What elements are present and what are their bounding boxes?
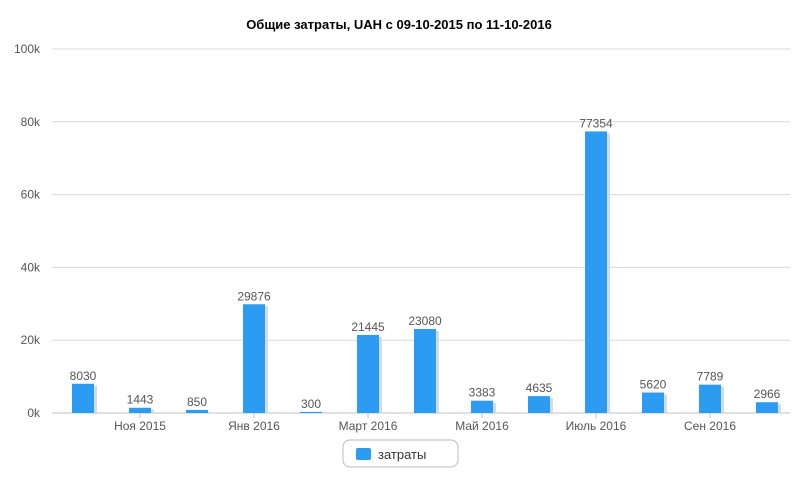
y-tick-label: 60k [21,188,41,202]
bar[interactable] [243,304,268,413]
y-tick-label: 0k [27,406,41,420]
bar-fill[interactable] [471,400,493,413]
data-label-layer: 8030 1443 850 29876 300 21445 23080 3383 4635 773… [70,116,781,410]
x-tick-label: Май 2016 [455,419,509,433]
bar-fill[interactable] [642,392,664,413]
bar[interactable] [699,384,724,413]
x-tick-label: Март 2016 [339,419,398,433]
bar-fill[interactable] [72,383,94,413]
legend[interactable]: затраты [342,439,459,468]
data-label: 29876 [237,289,271,303]
legend-label: затраты [378,447,426,462]
y-axis: 0k 20k 40k 60k 80k 100k [14,42,41,420]
bar[interactable] [585,131,610,413]
y-tick-label: 40k [21,260,41,274]
bar[interactable] [300,411,322,413]
data-label: 77354 [579,116,613,130]
legend-box[interactable] [342,439,459,468]
bar-fill[interactable] [186,409,208,413]
x-tick-label: Июль 2016 [566,419,627,433]
legend-swatch [356,448,371,460]
bar-fill[interactable] [756,402,778,413]
bar-fill[interactable] [528,396,550,413]
bar[interactable] [528,396,553,413]
bar-fill[interactable] [129,407,151,413]
data-label: 8030 [70,369,97,383]
data-label: 7789 [697,370,724,384]
data-label: 3383 [469,386,496,400]
x-axis: Ноя 2015 Янв 2016 Март 2016 Май 2016 Июль 20… [114,413,736,433]
bar[interactable] [642,392,667,413]
bar[interactable] [414,328,439,413]
x-tick-label: Сен 2016 [684,419,736,433]
bar-layer [72,131,781,413]
bar[interactable] [129,407,154,413]
bar-fill[interactable] [585,131,607,413]
bar-fill[interactable] [414,328,436,413]
bar[interactable] [756,402,781,413]
data-label: 300 [301,397,321,411]
bar[interactable] [471,400,496,413]
data-label: 4635 [526,381,553,395]
x-tick-label: Янв 2016 [228,419,280,433]
chart-title: Общие затраты, UAH с 09-10-2015 по 11-10… [246,17,552,32]
bar-fill[interactable] [243,304,265,413]
data-label: 23080 [408,314,442,328]
data-label: 850 [187,395,207,409]
bar[interactable] [72,383,97,413]
y-tick-label: 100k [14,42,41,56]
y-tick-label: 20k [21,333,41,347]
x-tick-label: Ноя 2015 [114,419,166,433]
bar[interactable] [186,409,211,413]
data-label: 1443 [127,393,154,407]
bar-fill[interactable] [357,334,379,413]
data-label: 5620 [640,378,667,392]
bar-fill[interactable] [300,411,322,413]
bar-fill[interactable] [699,384,721,413]
data-label: 2966 [754,387,781,401]
bar[interactable] [357,334,382,413]
data-label: 21445 [351,320,385,334]
y-tick-label: 80k [21,115,41,129]
